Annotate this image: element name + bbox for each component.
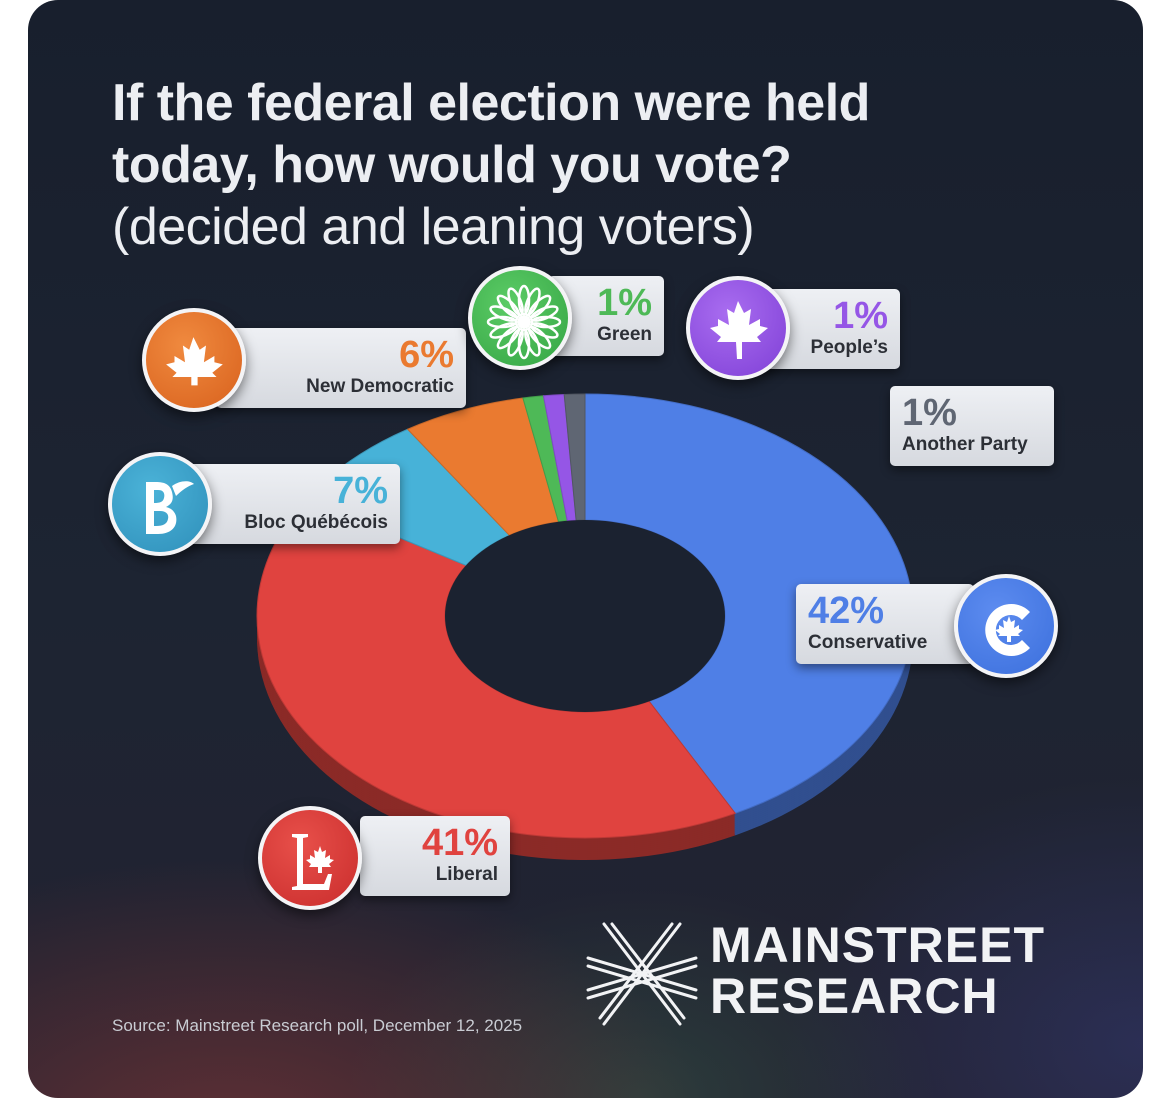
chart-title: If the federal election were held today,…	[112, 72, 1072, 258]
label-bloc-quebecois: 7% Bloc Québécois	[188, 464, 400, 544]
bloc-name: Bloc Québécois	[244, 512, 388, 533]
label-new-democratic: 6% New Democratic	[216, 328, 466, 408]
peoples-percent: 1%	[833, 295, 888, 337]
other-percent: 1%	[902, 392, 957, 434]
title-subtitle: (decided and leaning voters)	[112, 198, 755, 256]
bloc-percent: 7%	[333, 470, 388, 512]
ndp-maple-leaf-icon	[142, 308, 246, 412]
liberal-name: Liberal	[435, 864, 498, 885]
conservative-percent: 42%	[808, 590, 885, 632]
green-name: Green	[597, 324, 652, 345]
peoples-maple-leaf-icon	[686, 276, 790, 380]
ndp-percent: 6%	[399, 334, 454, 376]
brand-line-1: MAINSTREET	[710, 917, 1045, 973]
conservative-name: Conservative	[808, 632, 928, 653]
donut-hole	[445, 520, 725, 712]
liberal-percent: 41%	[421, 822, 498, 864]
other-name: Another Party	[902, 434, 1028, 455]
label-liberal: 41% Liberal	[360, 816, 510, 896]
source-note: Source: Mainstreet Research poll, Decemb…	[112, 1016, 523, 1035]
mainstreet-logo-icon	[586, 922, 698, 1026]
donut-chart	[256, 393, 914, 860]
peoples-name: People’s	[810, 337, 888, 358]
brand-line-2: RESEARCH	[710, 968, 999, 1024]
brand-wordmark: MAINSTREET RESEARCH	[710, 920, 1045, 1022]
label-another-party: 1% Another Party	[890, 386, 1054, 466]
label-conservative: 42% Conservative	[796, 584, 974, 664]
title-line-1: If the federal election were held	[112, 74, 870, 132]
green-percent: 1%	[597, 282, 652, 324]
label-green: 1% Green	[548, 276, 664, 356]
bloc-logo-icon	[108, 452, 212, 556]
title-line-2: today, how would you vote?	[112, 136, 792, 194]
donut-slices	[256, 393, 914, 839]
ndp-name: New Democratic	[306, 376, 454, 397]
liberal-logo-icon	[258, 806, 362, 910]
infographic-card: If the federal election were held today,…	[28, 0, 1143, 1098]
green-flower-icon	[468, 266, 572, 370]
conservative-logo-icon	[954, 574, 1058, 678]
